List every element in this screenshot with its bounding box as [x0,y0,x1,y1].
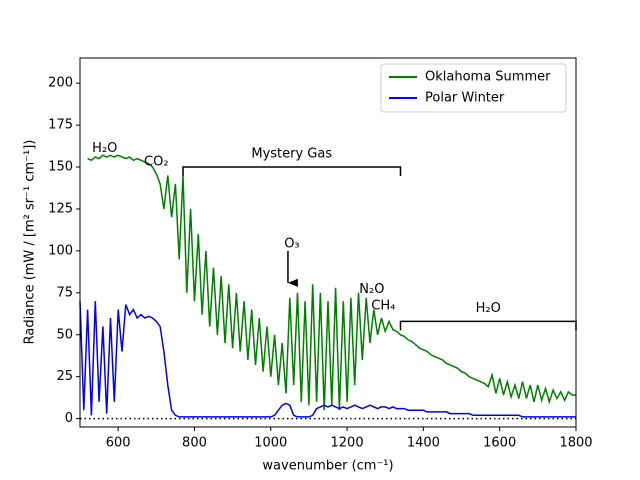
x-tick-label: 1400 [407,436,440,451]
y-tick-label: 0 [65,411,73,426]
legend-label: Oklahoma Summer [425,70,551,85]
annotation: CH₄ [371,299,395,314]
y-axis-label: Radiance (mW / [m² sr⁻¹ cm⁻¹]) [23,140,38,345]
x-tick-label: 800 [182,436,207,451]
bracket [399,320,577,331]
legend-box [380,63,567,113]
y-tick-label: 25 [56,369,73,384]
plot-frame [79,57,577,428]
annotation: N₂O [359,282,384,297]
y-tick-label: 50 [56,327,73,342]
arrow-label: O₃ [284,236,299,251]
x-tick-label: 1000 [254,436,287,451]
y-tick-label: 125 [48,201,73,216]
y-tick-label: 150 [48,160,73,175]
y-tick-label: 100 [48,243,73,258]
legend-label: Polar Winter [425,91,505,106]
bracket-label: Mystery Gas [251,147,332,162]
bracket-label: H₂O [476,301,501,316]
x-tick-label: 600 [106,436,131,451]
y-tick-label: 175 [48,118,73,133]
x-tick-label: 1200 [331,436,364,451]
y-tick-label: 200 [48,76,73,91]
x-tick-label: 1800 [559,436,592,451]
y-tick-label: 75 [56,285,73,300]
bracket [182,166,402,177]
series-line [79,301,576,418]
x-tick-label: 1600 [483,436,516,451]
series-line [87,154,576,411]
annotation: CO₂ [144,154,169,169]
annotation: H₂O [92,141,117,156]
x-axis-label: wavenumber (cm⁻¹) [262,459,393,474]
